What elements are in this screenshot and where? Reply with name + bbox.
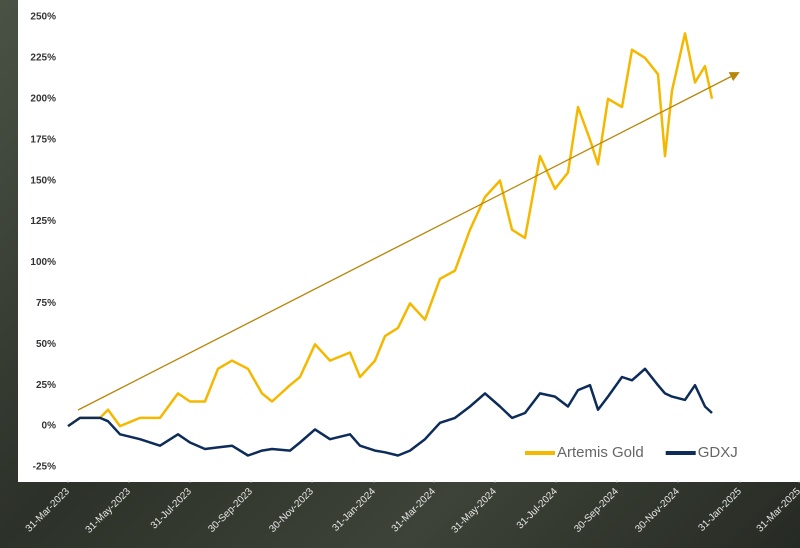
x-tick-label: 31-Jan-2024 <box>331 486 379 534</box>
x-tick-label: 31-Jan-2025 <box>697 486 745 534</box>
trend-arrow <box>77 72 740 411</box>
y-tick-label: 0% <box>42 421 57 432</box>
x-tick-label: 31-Mar-2025 <box>755 486 800 535</box>
x-tick-label: 30-Nov-2023 <box>267 486 316 535</box>
series-line <box>67 32 714 428</box>
y-tick-label: 50% <box>36 339 56 350</box>
legend-label: GDXJ <box>698 444 738 461</box>
y-tick-label: -25% <box>33 462 56 473</box>
x-tick-label: 31-May-2023 <box>84 486 134 536</box>
x-tick-label: 30-Sep-2024 <box>572 486 621 535</box>
x-tick-label: 31-Mar-2024 <box>390 486 439 535</box>
y-tick-label: 25% <box>36 380 56 391</box>
y-tick-label: 225% <box>30 53 56 64</box>
y-tick-label: 150% <box>30 175 56 186</box>
x-tick-label: 30-Nov-2024 <box>633 486 682 535</box>
x-tick-label: 31-Mar-2023 <box>24 486 73 535</box>
y-tick-label: 250% <box>30 12 56 23</box>
x-tick-label: 31-Jul-2024 <box>515 486 560 531</box>
series-line <box>67 367 713 457</box>
x-tick-label: 30-Sep-2023 <box>206 486 255 535</box>
x-tick-label: 31-May-2024 <box>450 486 500 536</box>
legend-box <box>520 439 795 467</box>
x-tick-label: 31-Jul-2023 <box>149 486 194 531</box>
y-tick-label: 125% <box>30 216 56 227</box>
y-tick-label: 200% <box>30 93 56 104</box>
y-tick-label: 75% <box>36 298 56 309</box>
y-tick-label: 100% <box>30 257 56 268</box>
legend-label: Artemis Gold <box>557 444 644 461</box>
y-tick-label: 175% <box>30 134 56 145</box>
